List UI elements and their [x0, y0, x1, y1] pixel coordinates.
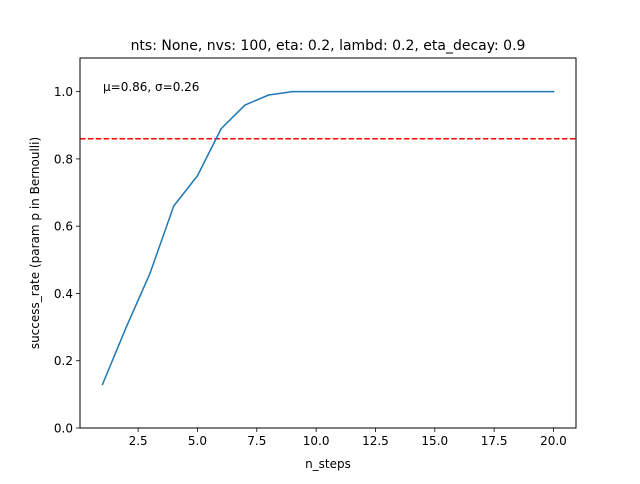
data-point — [528, 90, 531, 93]
chart-title: nts: None, nvs: 100, eta: 0.2, lambd: 0.… — [131, 38, 526, 54]
data-point — [315, 90, 317, 93]
data-point — [457, 90, 460, 93]
data-point — [434, 90, 436, 93]
x-tick-label: 2.5 — [129, 434, 148, 448]
x-tick-label: 20.0 — [540, 434, 567, 448]
y-tick-label: 0.0 — [54, 422, 73, 436]
y-tick-label: 0.4 — [54, 287, 73, 301]
x-tick-label: 15.0 — [421, 434, 448, 448]
x-axis-label: n_steps — [305, 457, 351, 471]
y-tick-label: 0.6 — [54, 220, 73, 234]
x-tick-label: 5.0 — [188, 434, 207, 448]
data-point — [172, 205, 175, 207]
data-point — [267, 94, 270, 96]
x-tick-label: 12.5 — [362, 434, 389, 448]
data-point — [505, 90, 507, 93]
ticks-layer: 2.5 5.0 7.5 10.0 12.5 15.0 17.5 20.0 0.0 0.2 0.4 0.… — [54, 85, 567, 448]
data-point — [386, 90, 389, 93]
x-tick-label: 17.5 — [481, 434, 508, 448]
data-point — [196, 174, 199, 177]
data-point — [220, 127, 222, 130]
data-point — [362, 90, 365, 93]
data-point — [149, 272, 151, 275]
x-tick-label: 7.5 — [247, 434, 266, 448]
data-point — [410, 90, 412, 93]
stats-annotation: μ=0.86, σ=0.26 — [103, 80, 199, 94]
data-point — [481, 90, 484, 93]
series-line-0 — [101, 90, 555, 386]
y-tick-label: 0.2 — [54, 354, 73, 368]
data-point — [125, 326, 128, 328]
data-point — [552, 90, 555, 93]
data-point — [339, 90, 341, 93]
y-axis-label: success_rate (param p in Bernoulli) — [28, 137, 42, 349]
data-point — [291, 90, 294, 93]
data-point — [101, 383, 104, 386]
plot-layer — [80, 90, 576, 386]
x-tick-label: 10.0 — [303, 434, 330, 448]
plot-frame — [79, 57, 577, 429]
data-point — [244, 104, 246, 106]
y-tick-label: 1.0 — [54, 85, 73, 99]
y-tick-label: 0.8 — [54, 152, 73, 166]
